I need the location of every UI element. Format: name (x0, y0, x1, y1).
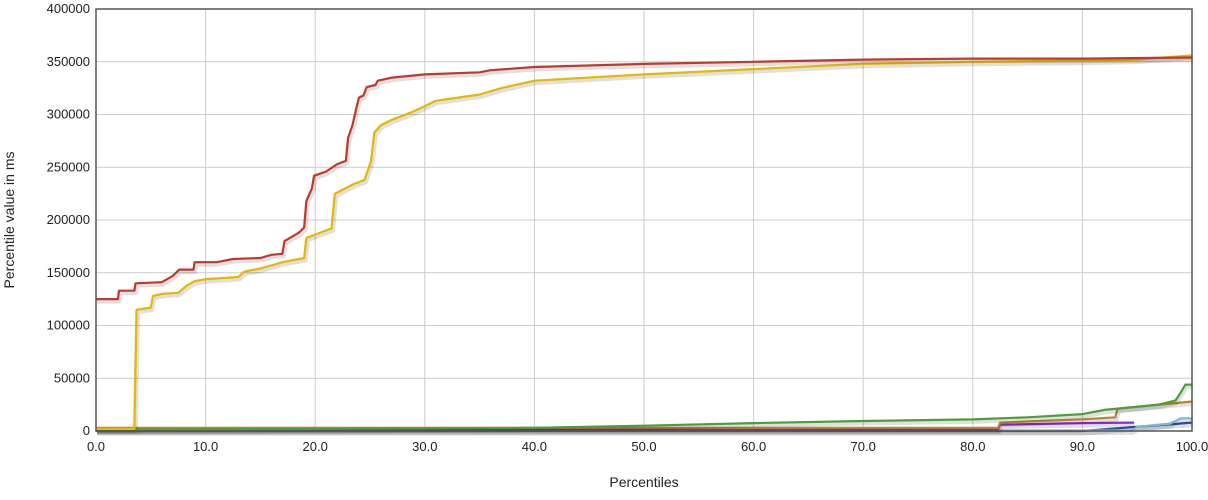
series-line (96, 54, 1193, 430)
grid (96, 9, 1192, 431)
y-tick-label: 400000 (47, 1, 90, 16)
series-line (96, 421, 1134, 431)
series-line-shadow (96, 384, 1193, 435)
series-line (95, 383, 1192, 431)
y-axis: 0 50000 100000 150000 200000 250000 300000 3500… (47, 1, 90, 438)
series-line-shadow (96, 417, 1193, 436)
y-tick-label: 150000 (47, 265, 90, 280)
y-tick-label: 300000 (47, 107, 90, 122)
y-tick-label: 350000 (47, 54, 90, 69)
plot-border (95, 8, 1193, 432)
y-axis-title: Percentile value in ms (1, 152, 17, 289)
x-tick-label: 20.0 (303, 439, 328, 454)
y-tick-label: 250000 (47, 159, 90, 174)
x-tick-label: 80.0 (960, 439, 985, 454)
series-line-shadow (97, 54, 1194, 434)
series-line-shadow (97, 57, 1194, 304)
x-tick-label: 100.0 (1176, 439, 1208, 454)
x-tick-label: 40.0 (522, 439, 547, 454)
x-tick-label: 70.0 (851, 439, 876, 454)
y-tick-label: 200000 (47, 212, 90, 227)
series-line-shadow (97, 422, 1194, 436)
x-tick-label: 10.0 (193, 439, 218, 454)
y-tick-label: 100000 (47, 318, 90, 333)
y-tick-label: 50000 (54, 370, 90, 385)
y-tick-label: 0 (83, 423, 90, 438)
x-tick-label: 90.0 (1070, 439, 1095, 454)
series-line-shadow (97, 401, 1194, 433)
x-tick-label: 0.0 (87, 439, 105, 454)
x-axis-title: Percentiles (609, 474, 678, 490)
x-tick-label: 60.0 (741, 439, 766, 454)
x-tick-label: 30.0 (412, 439, 437, 454)
series-line (96, 56, 1193, 301)
x-tick-label: 50.0 (631, 439, 656, 454)
x-axis: 0.0 10.0 20.0 30.0 40.0 50.0 60.0 70.0 80.0 90.0 1… (87, 439, 1208, 454)
